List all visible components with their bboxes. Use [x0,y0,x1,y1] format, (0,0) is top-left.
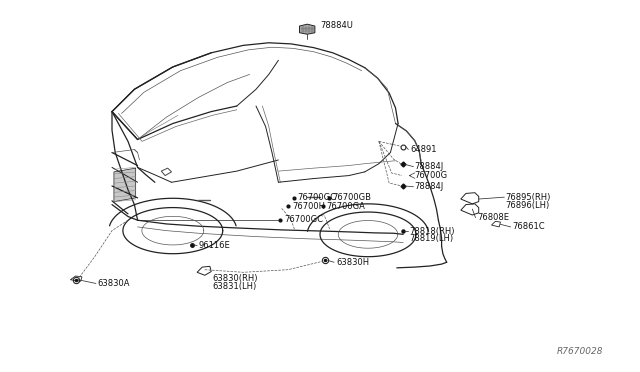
Text: 78818(RH): 78818(RH) [410,227,455,236]
Text: 63830H: 63830H [336,258,369,267]
Text: 78819(LH): 78819(LH) [410,234,454,243]
Text: 76700GA: 76700GA [326,202,365,211]
Text: 76700GB: 76700GB [332,193,371,202]
Text: 78884J: 78884J [415,182,444,191]
Text: 76896(LH): 76896(LH) [506,201,550,210]
Polygon shape [114,168,136,202]
Text: 63830A: 63830A [97,279,130,288]
Text: R7670028: R7670028 [557,347,604,356]
Text: 78884U: 78884U [320,21,353,30]
Text: 76700GC: 76700GC [298,193,337,202]
Text: 76700H: 76700H [292,202,325,211]
Text: 78884J: 78884J [415,162,444,171]
Text: 64891: 64891 [410,145,436,154]
Text: 63830(RH): 63830(RH) [212,275,258,283]
Text: 76808E: 76808E [477,213,509,222]
Text: 63831(LH): 63831(LH) [212,282,257,291]
Text: 76700G: 76700G [415,171,448,180]
Text: 96116E: 96116E [198,241,230,250]
Text: 76700GC: 76700GC [284,215,323,224]
Text: 76861C: 76861C [512,222,545,231]
Text: 76895(RH): 76895(RH) [506,193,551,202]
Polygon shape [300,24,315,34]
